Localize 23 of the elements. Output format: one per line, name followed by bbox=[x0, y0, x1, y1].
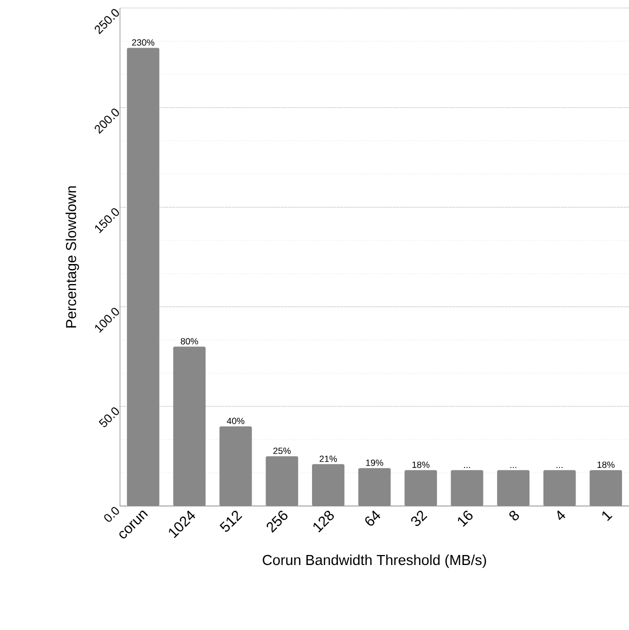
y-tick-label: 0.0 bbox=[104, 507, 119, 522]
y-axis-title: Percentage Slowdown bbox=[66, 186, 80, 328]
data-label: 21% bbox=[320, 456, 337, 462]
data-label: ... bbox=[510, 466, 516, 468]
x-tick-label: 512 bbox=[220, 510, 242, 532]
data-label: 18% bbox=[598, 462, 615, 468]
x-tick-label: 16 bbox=[458, 510, 473, 527]
data-label: 25% bbox=[273, 448, 291, 454]
x-tick-label: 128 bbox=[313, 510, 334, 532]
x-tick-label: 1 bbox=[602, 511, 612, 522]
data-label: 230% bbox=[132, 39, 154, 46]
data-label: 18% bbox=[412, 462, 430, 468]
x-tick-label: 4 bbox=[557, 510, 566, 520]
data-label: ... bbox=[464, 466, 470, 468]
data-label: ... bbox=[556, 466, 563, 468]
data-label: 40% bbox=[226, 418, 244, 424]
x-tick-label: 64 bbox=[365, 510, 380, 526]
x-axis-title: Corun Bandwidth Threshold (MB/s) bbox=[262, 554, 486, 568]
x-tick-label: 256 bbox=[266, 510, 288, 533]
x-tick-label: 32 bbox=[411, 510, 428, 526]
data-label: 80% bbox=[180, 338, 198, 344]
data-label: 19% bbox=[366, 460, 384, 466]
x-tick-label: 8 bbox=[509, 510, 519, 520]
